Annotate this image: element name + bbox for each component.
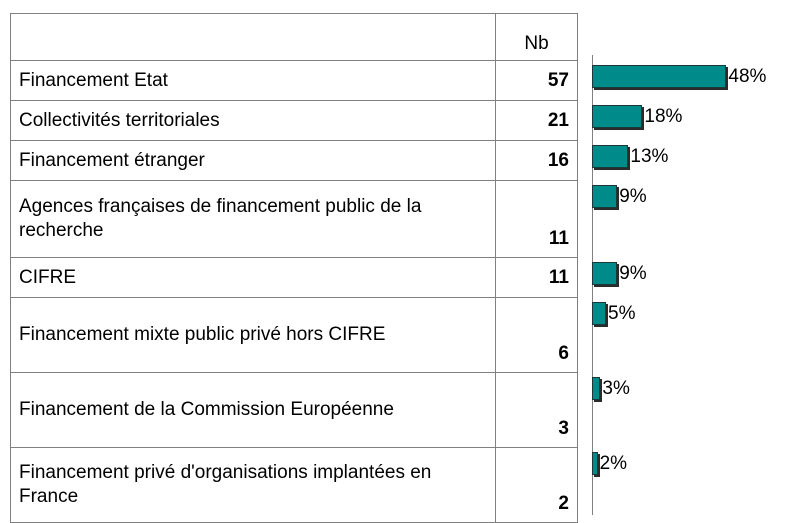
axis-line	[592, 55, 593, 515]
bar	[592, 145, 629, 168]
value-label: 9%	[619, 186, 647, 207]
bar	[592, 105, 643, 128]
row-label: Financement privé d'organisations implan…	[10, 447, 496, 523]
row-label: Collectivités territoriales	[10, 100, 496, 141]
bar	[592, 302, 606, 325]
row-label: Financement Etat	[10, 60, 496, 101]
value-label: 18%	[644, 106, 683, 127]
row-label: CIFRE	[10, 257, 496, 298]
row-count: 11	[495, 180, 578, 258]
row-label: Agences françaises de financement public…	[10, 180, 496, 258]
row-label: Financement étranger	[10, 140, 496, 181]
row-count: 2	[495, 447, 578, 523]
row-count: 11	[495, 257, 578, 298]
bar	[592, 377, 601, 400]
row-label: Financement de la Commission Européenne	[10, 372, 496, 448]
value-label: 2%	[599, 453, 628, 474]
column-header: Nb	[495, 13, 578, 61]
value-label: 3%	[602, 378, 630, 399]
value-label: 5%	[608, 303, 636, 324]
row-count: 16	[495, 140, 578, 181]
bar	[592, 452, 598, 475]
bar	[592, 65, 727, 88]
row-count: 57	[495, 60, 578, 101]
value-label: 13%	[630, 146, 669, 167]
bar	[592, 185, 618, 208]
row-count: 21	[495, 100, 578, 141]
header-empty	[10, 13, 496, 61]
bar	[592, 262, 618, 285]
row-count: 6	[495, 297, 578, 373]
page: {"chart_data": {"type": "bar", "orientat…	[10, 13, 767, 523]
row-label: Financement mixte public privé hors CIFR…	[10, 297, 496, 373]
value-label: 9%	[619, 263, 647, 284]
row-count: 3	[495, 372, 578, 448]
value-label: 48%	[728, 66, 767, 87]
